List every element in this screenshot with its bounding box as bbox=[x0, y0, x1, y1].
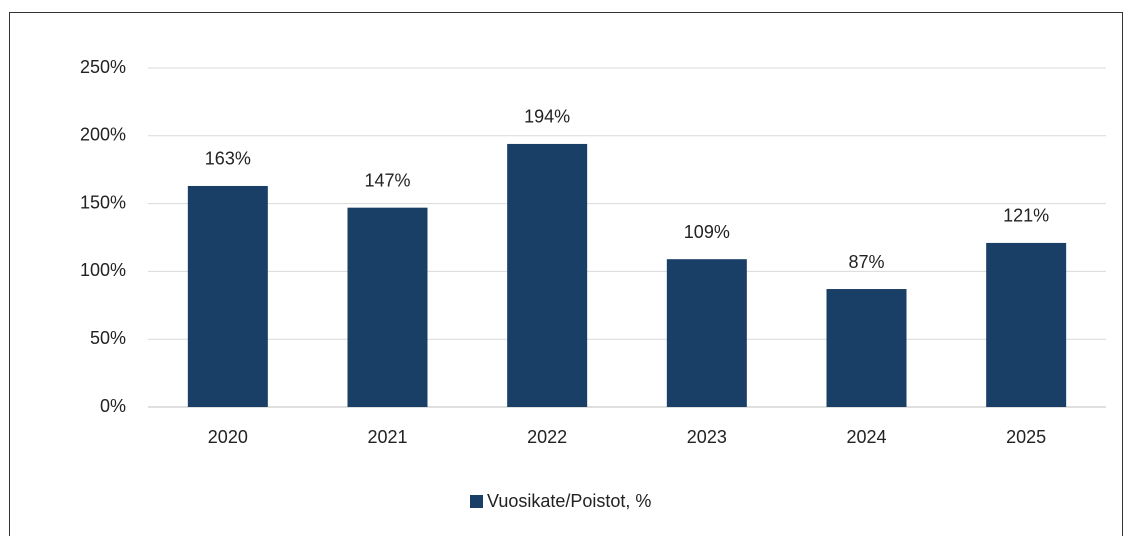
y-tick-label: 250% bbox=[80, 57, 126, 77]
legend-label: Vuosikate/Poistot, % bbox=[487, 491, 651, 511]
data-label: 163% bbox=[205, 149, 251, 169]
data-label: 121% bbox=[1003, 206, 1049, 226]
y-tick-label: 50% bbox=[90, 328, 126, 348]
bar bbox=[507, 143, 588, 407]
data-label: 194% bbox=[524, 107, 570, 127]
bar bbox=[986, 242, 1067, 407]
bar bbox=[826, 289, 907, 407]
y-tick-label: 100% bbox=[80, 260, 126, 280]
data-label: 109% bbox=[684, 222, 730, 242]
data-label: 147% bbox=[364, 170, 410, 190]
x-tick-label: 2020 bbox=[208, 427, 248, 447]
y-tick-label: 150% bbox=[80, 192, 126, 212]
bar bbox=[187, 185, 268, 407]
chart-frame bbox=[9, 12, 1123, 536]
y-tick-label: 200% bbox=[80, 125, 126, 145]
x-tick-label: 2021 bbox=[367, 427, 407, 447]
x-tick-label: 2024 bbox=[846, 427, 886, 447]
legend-swatch bbox=[470, 495, 483, 508]
data-label: 87% bbox=[848, 252, 884, 272]
x-tick-label: 2022 bbox=[527, 427, 567, 447]
y-tick-label: 0% bbox=[100, 396, 126, 416]
x-tick-label: 2025 bbox=[1006, 427, 1046, 447]
bar bbox=[666, 259, 747, 407]
x-tick-label: 2023 bbox=[687, 427, 727, 447]
bar bbox=[347, 207, 428, 407]
